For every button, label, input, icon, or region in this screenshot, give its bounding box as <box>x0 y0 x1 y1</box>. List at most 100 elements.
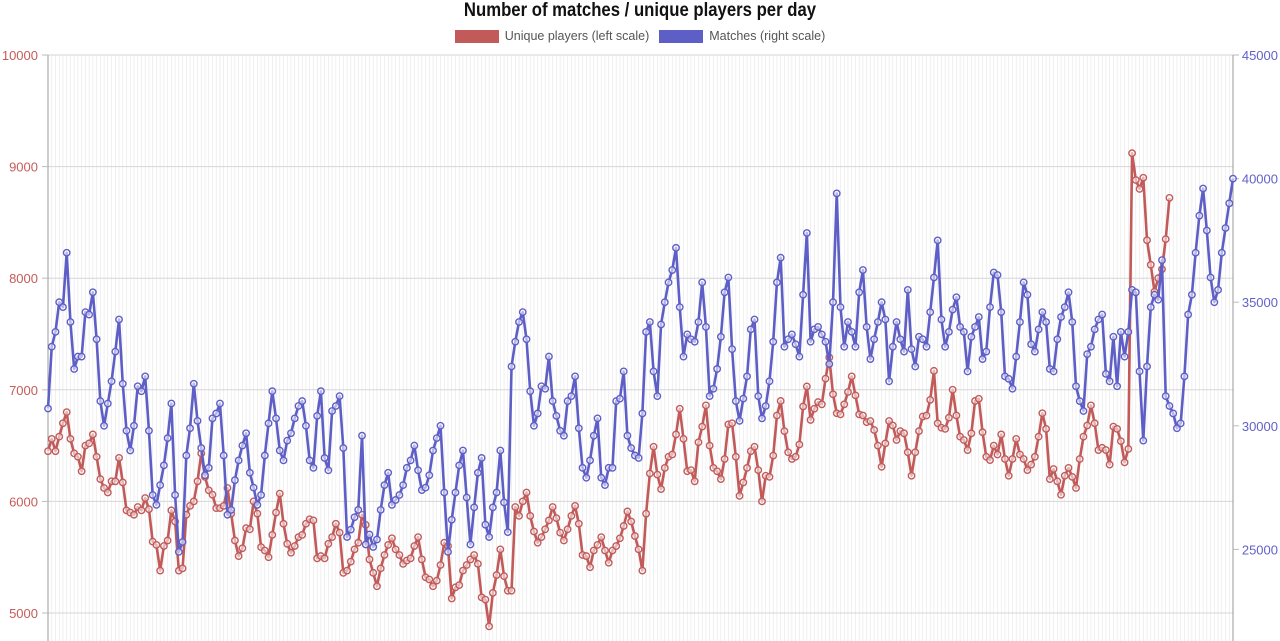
data-point-matches <box>761 402 770 410</box>
data-point-matches <box>589 431 598 440</box>
data-point-matches <box>253 500 262 509</box>
data-point-matches <box>911 362 920 371</box>
data-point-matches <box>844 318 852 326</box>
data-point-unique-players <box>623 507 632 516</box>
data-point-unique-players <box>1042 424 1050 433</box>
data-point-matches <box>100 421 108 430</box>
data-point-matches <box>201 471 209 480</box>
data-point-matches <box>1199 184 1207 193</box>
data-point-matches <box>414 466 422 475</box>
data-point-unique-players <box>545 516 553 525</box>
data-point-matches <box>657 320 665 329</box>
data-point-unique-players <box>1057 490 1065 499</box>
data-point-matches <box>223 510 232 519</box>
right-tick-label: 35000 <box>1242 295 1278 310</box>
data-point-matches <box>1034 325 1043 334</box>
data-point-matches <box>1124 327 1133 336</box>
data-point-unique-players <box>773 411 781 420</box>
data-point-unique-players <box>574 519 583 528</box>
data-point-matches <box>862 323 871 331</box>
data-point-unique-players <box>507 586 516 595</box>
data-point-matches <box>1012 352 1021 361</box>
data-point-matches <box>432 434 441 443</box>
data-point-unique-players <box>365 555 374 564</box>
data-point-matches <box>847 327 856 336</box>
data-point-unique-players <box>1012 434 1021 443</box>
data-point-matches <box>1176 419 1185 428</box>
data-point-matches <box>731 397 740 405</box>
data-point-matches <box>840 342 849 351</box>
data-point-unique-players <box>690 477 699 486</box>
data-point-matches <box>148 491 157 499</box>
data-point-unique-players <box>1120 458 1129 467</box>
data-point-unique-players <box>653 470 662 479</box>
data-point-matches <box>866 355 875 363</box>
data-point-matches <box>1109 332 1118 341</box>
data-point-matches <box>1042 318 1050 326</box>
data-point-unique-players <box>324 539 333 548</box>
data-point-unique-players <box>1124 445 1133 453</box>
data-point-unique-players <box>1023 466 1032 475</box>
data-point-matches <box>85 310 94 319</box>
data-point-matches <box>533 409 542 418</box>
data-point-unique-players <box>1030 452 1039 461</box>
data-point-matches <box>900 347 908 356</box>
data-point-unique-players <box>926 395 935 404</box>
data-point-matches <box>395 491 404 499</box>
data-point-matches <box>459 446 467 455</box>
data-point-matches <box>1229 174 1237 183</box>
data-point-unique-players <box>496 545 505 554</box>
right-tick-label: 40000 <box>1242 172 1278 187</box>
data-point-unique-players <box>877 462 886 471</box>
data-point-unique-players <box>679 434 688 443</box>
data-point-matches <box>436 421 445 430</box>
legend-item-players[interactable]: Unique players (left scale) <box>454 29 650 43</box>
data-point-matches <box>425 471 434 480</box>
data-point-matches <box>399 481 408 490</box>
data-point-matches <box>279 456 288 465</box>
data-point-matches <box>59 303 67 312</box>
data-point-matches <box>171 491 180 499</box>
data-point-unique-players <box>750 442 759 451</box>
data-point-unique-players <box>567 512 576 520</box>
data-point-matches <box>1214 285 1222 294</box>
legend-label-players: Unique players (left scale) <box>504 29 650 43</box>
data-point-matches <box>1158 256 1166 265</box>
data-point-matches <box>380 481 389 490</box>
data-point-unique-players <box>660 464 669 472</box>
data-point-matches <box>1135 367 1144 376</box>
data-point-unique-players <box>728 419 736 428</box>
data-point-unique-players <box>616 534 624 543</box>
data-point-unique-players <box>1004 471 1013 480</box>
right-axis-ticks: 25000 30000 35000 40000 45000 <box>1233 48 1278 557</box>
data-point-matches <box>526 387 535 396</box>
data-point-unique-players <box>44 447 52 456</box>
data-point-unique-players <box>96 475 105 483</box>
data-point-matches <box>1116 327 1125 336</box>
data-point-unique-players <box>1060 471 1069 480</box>
data-point-unique-players <box>178 564 187 573</box>
data-point-matches <box>62 248 71 257</box>
data-point-unique-players <box>234 552 243 560</box>
data-point-unique-players <box>335 528 344 537</box>
data-point-matches <box>1057 313 1065 321</box>
data-point-unique-players <box>657 485 665 494</box>
data-point-matches <box>616 394 624 403</box>
data-point-unique-players <box>1072 484 1080 492</box>
data-point-unique-players <box>459 566 467 575</box>
data-point-matches <box>702 323 710 331</box>
data-point-matches <box>51 327 60 336</box>
data-point-unique-players <box>283 539 292 548</box>
data-point-unique-players <box>268 530 277 539</box>
data-point-matches <box>642 327 651 336</box>
legend-item-matches[interactable]: Matches (right scale) <box>659 29 825 43</box>
data-point-matches <box>623 431 632 440</box>
data-point-matches <box>773 278 781 287</box>
data-point-matches <box>163 434 172 443</box>
data-point-matches <box>1146 303 1155 312</box>
data-point-matches <box>376 505 385 514</box>
data-point-unique-players <box>167 506 176 515</box>
data-point-unique-players <box>1068 472 1077 481</box>
data-point-matches <box>1049 367 1058 376</box>
data-point-matches <box>1083 350 1092 359</box>
